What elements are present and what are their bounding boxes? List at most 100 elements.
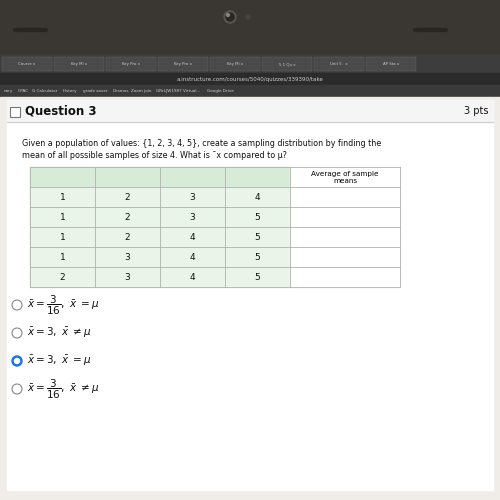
Bar (290, 207, 400, 227)
Text: 1: 1 (60, 212, 66, 222)
Bar (54, 57, 104, 71)
Text: 1: 1 (60, 232, 66, 241)
Bar (366, 57, 416, 71)
Bar (290, 187, 400, 207)
Bar (30, 187, 95, 207)
Text: Unit 5.  x: Unit 5. x (330, 62, 348, 66)
Bar (210, 57, 260, 71)
Text: 2: 2 (124, 212, 130, 222)
Text: 5: 5 (254, 212, 260, 222)
Text: 5.1 Qu x: 5.1 Qu x (279, 62, 295, 66)
Bar (0, 0, 500, 55)
Text: 3: 3 (124, 252, 130, 262)
Text: 1: 1 (60, 252, 66, 262)
Bar (225, 207, 290, 227)
Text: nary: nary (4, 89, 14, 93)
Text: Key Mi x: Key Mi x (71, 62, 87, 66)
Bar (95, 187, 160, 207)
Bar (95, 207, 160, 227)
Bar (106, 57, 156, 71)
Text: 4: 4 (254, 192, 260, 202)
Bar (30, 247, 95, 267)
Bar (160, 227, 225, 247)
Text: 3: 3 (124, 272, 130, 281)
Text: Key Pro x: Key Pro x (122, 62, 140, 66)
Circle shape (12, 328, 22, 338)
Bar (262, 57, 312, 71)
Bar (95, 167, 160, 187)
Bar (95, 227, 160, 247)
Text: mean of all possible samples of size 4. What is ¯x compared to μ?: mean of all possible samples of size 4. … (22, 150, 287, 160)
Text: G Calculator: G Calculator (32, 89, 57, 93)
Text: Average of sample: Average of sample (311, 171, 379, 177)
Text: 4: 4 (190, 232, 196, 241)
Bar (30, 207, 95, 227)
Bar (160, 267, 225, 287)
Bar (30, 267, 95, 287)
Text: $\bar{x} = 3,\ \bar{x}\ = \mu$: $\bar{x} = 3,\ \bar{x}\ = \mu$ (27, 354, 92, 368)
Circle shape (12, 300, 22, 310)
Circle shape (224, 11, 236, 23)
Text: 2: 2 (124, 232, 130, 241)
Text: Google Drive: Google Drive (207, 89, 234, 93)
Bar (95, 267, 160, 287)
Text: Key Pro x: Key Pro x (174, 62, 192, 66)
Bar (30, 167, 95, 187)
Circle shape (226, 14, 230, 16)
Bar (225, 227, 290, 247)
Text: 5: 5 (254, 232, 260, 241)
Circle shape (12, 384, 22, 394)
Circle shape (226, 13, 234, 21)
Text: Zoom join: Zoom join (131, 89, 152, 93)
Bar (0, 85, 500, 97)
Text: $\bar{x} = \dfrac{3}{16},\ \bar{x}\ = \mu$: $\bar{x} = \dfrac{3}{16},\ \bar{x}\ = \m… (27, 294, 100, 316)
Text: OPAC: OPAC (18, 89, 29, 93)
Text: 2: 2 (124, 192, 130, 202)
Bar (0, 97, 500, 500)
Bar (290, 267, 400, 287)
Bar (0, 73, 500, 85)
Bar (225, 187, 290, 207)
Bar (2, 57, 52, 71)
Circle shape (12, 356, 22, 366)
Bar (158, 57, 208, 71)
Bar (30, 167, 400, 287)
Text: $\bar{x} = \dfrac{3}{16},\ \bar{x}\ \neq \mu$: $\bar{x} = \dfrac{3}{16},\ \bar{x}\ \neq… (27, 378, 100, 400)
Bar (225, 167, 290, 187)
Text: 5: 5 (254, 272, 260, 281)
Text: 1: 1 (60, 192, 66, 202)
Bar (225, 247, 290, 267)
Bar (160, 247, 225, 267)
Text: $\bar{x} = 3,\ \bar{x}\ \neq \mu$: $\bar{x} = 3,\ \bar{x}\ \neq \mu$ (27, 326, 92, 340)
Bar (314, 57, 364, 71)
Bar (160, 187, 225, 207)
Text: 5: 5 (254, 252, 260, 262)
Circle shape (14, 358, 20, 364)
Bar (0, 55, 500, 73)
Text: Given a population of values: {1, 2, 3, 4, 5}, create a sampling distribution by: Given a population of values: {1, 2, 3, … (22, 140, 382, 148)
Text: 4: 4 (190, 272, 196, 281)
Text: 3: 3 (190, 212, 196, 222)
Text: Course x: Course x (18, 62, 36, 66)
Bar (10, 107, 20, 117)
Circle shape (246, 15, 250, 19)
Bar (160, 207, 225, 227)
Text: means: means (333, 178, 357, 184)
Text: Key Mi x: Key Mi x (227, 62, 243, 66)
Bar (95, 247, 160, 267)
Text: GRrLJW1987 Virtual...: GRrLJW1987 Virtual... (156, 89, 200, 93)
Bar (225, 267, 290, 287)
Bar (7, 100, 493, 122)
Bar (290, 167, 400, 187)
Text: Question 3: Question 3 (25, 104, 97, 118)
Bar (290, 227, 400, 247)
Text: grade saver: grade saver (84, 89, 108, 93)
Text: 3 pts: 3 pts (464, 106, 489, 116)
Bar (290, 247, 400, 267)
Bar (160, 167, 225, 187)
Text: AP Sta x: AP Sta x (383, 62, 399, 66)
Bar (30, 227, 95, 247)
Bar (7, 100, 493, 490)
Text: a.instructure.com/courses/5040/quizzes/339390/take: a.instructure.com/courses/5040/quizzes/3… (176, 76, 324, 82)
Text: 3: 3 (190, 192, 196, 202)
